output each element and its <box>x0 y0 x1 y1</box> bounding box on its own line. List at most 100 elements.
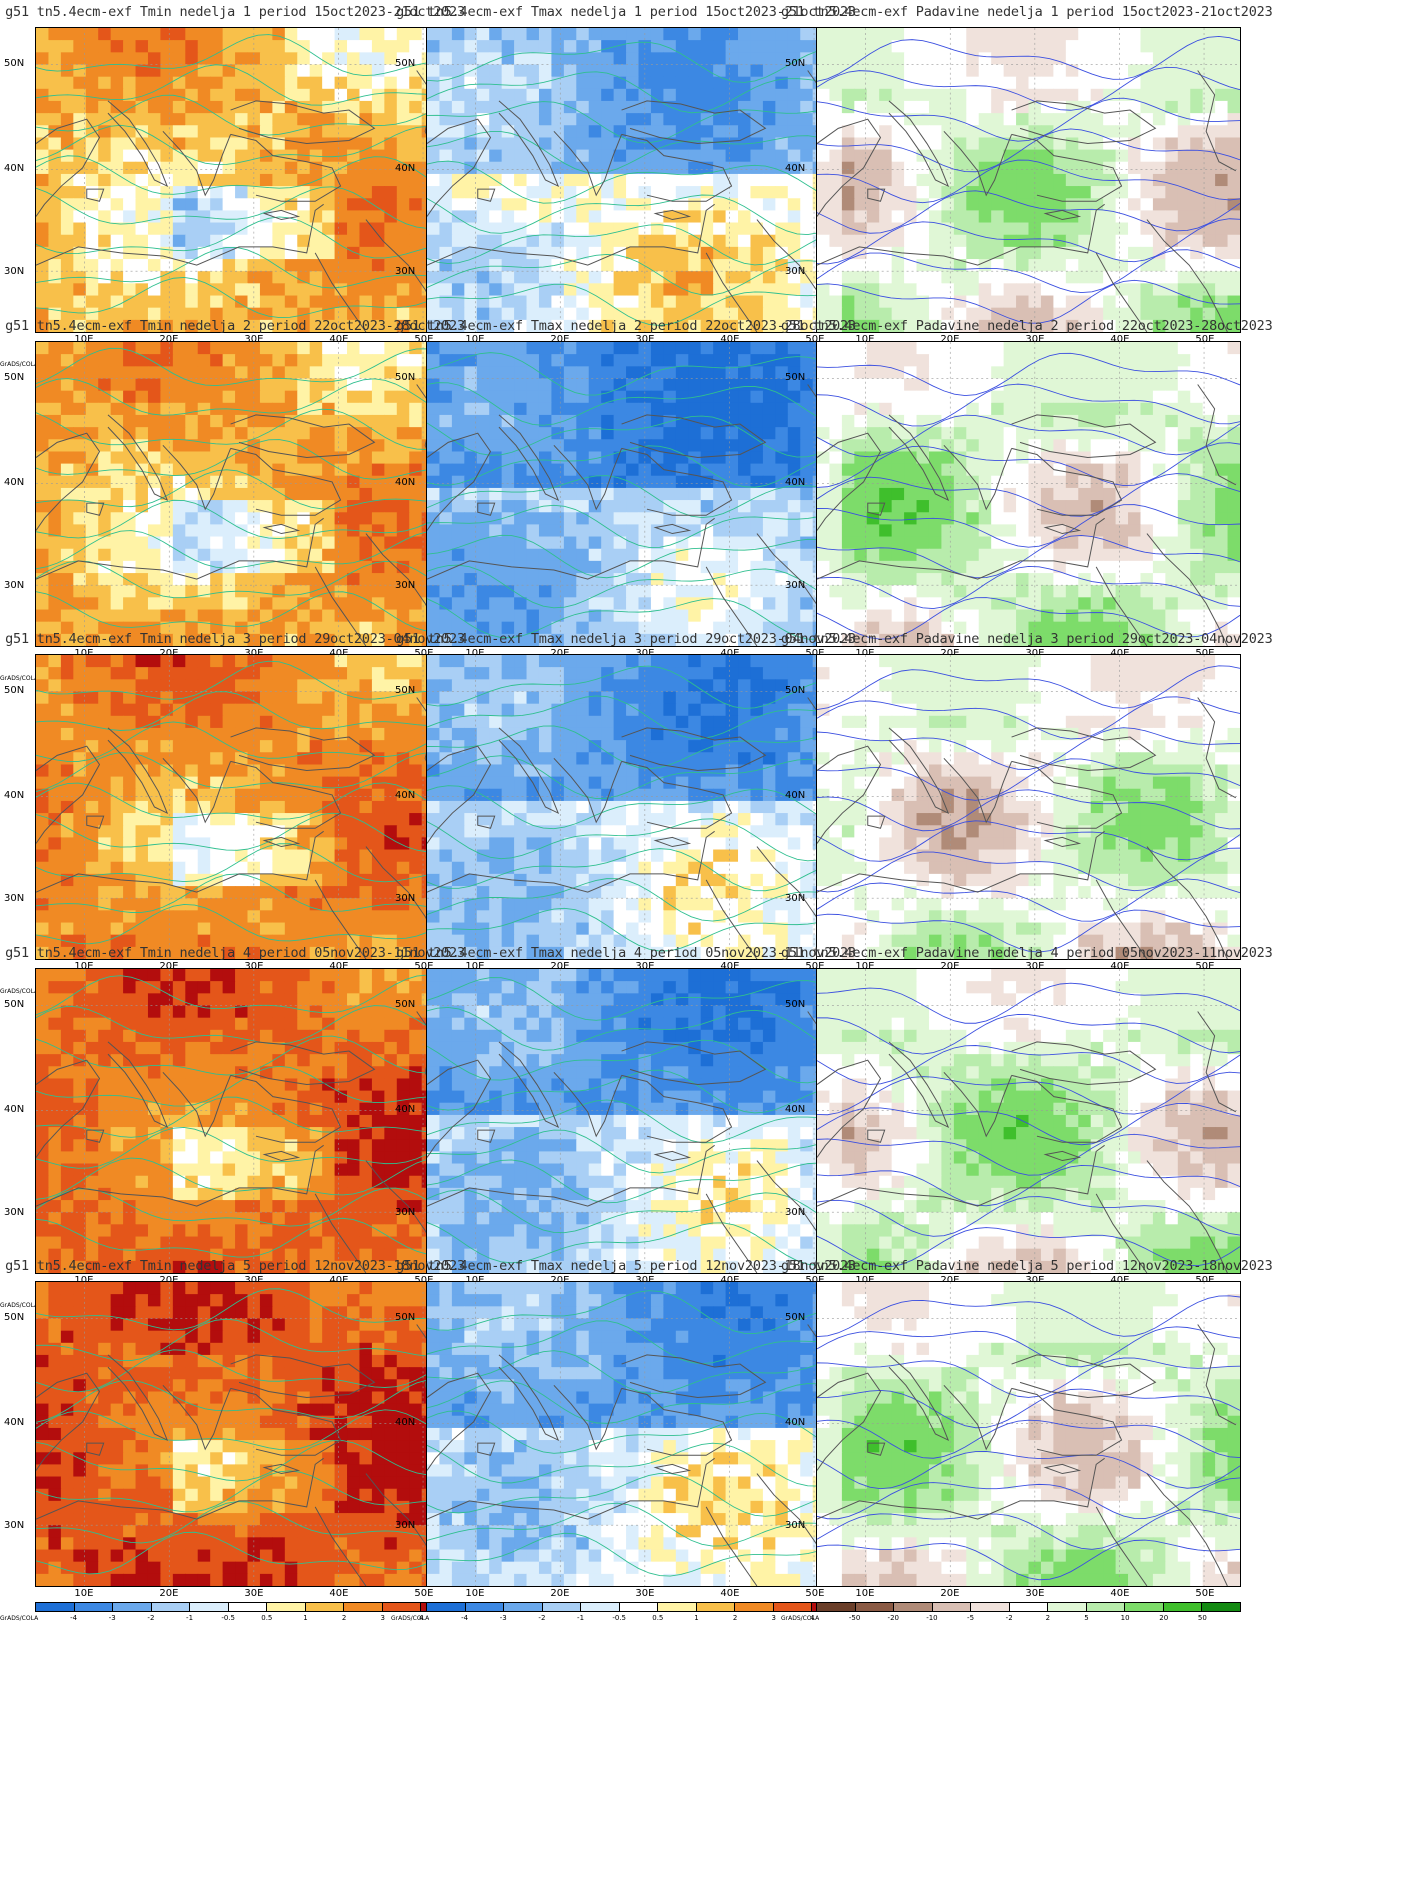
field-cell <box>464 198 478 211</box>
field-cell <box>284 186 298 199</box>
coastline <box>1011 100 1157 145</box>
field-cell <box>160 621 174 635</box>
field-cell <box>1128 234 1142 248</box>
field-cell <box>476 246 490 260</box>
field-cell <box>1227 40 1240 53</box>
field-cell <box>247 149 261 163</box>
field-cell <box>272 186 286 199</box>
field-cell <box>675 295 689 309</box>
field-cell <box>738 633 752 646</box>
field-cell <box>73 259 87 272</box>
panel-title: g51 tn5.4ecm-exf Padavine nedelja 1 peri… <box>781 4 1273 20</box>
field-cell <box>650 633 664 646</box>
field-cell <box>638 307 652 321</box>
field-cell <box>259 585 273 598</box>
field-cell <box>663 234 677 248</box>
field-cell <box>904 402 918 416</box>
field-cell <box>738 512 752 525</box>
field-cell <box>725 500 739 513</box>
field-cell <box>787 234 801 248</box>
field-cell <box>334 113 348 126</box>
field-cell <box>750 597 764 611</box>
field-cell <box>538 113 553 126</box>
field-cell <box>601 536 615 550</box>
field-cell <box>36 633 50 646</box>
field-cell <box>451 161 465 175</box>
field-cell <box>800 463 814 477</box>
field-cell <box>1140 222 1154 236</box>
field-cell <box>928 366 943 380</box>
field-cell <box>588 28 602 41</box>
field-cell <box>185 76 199 90</box>
field-cell <box>489 621 503 635</box>
field-cell <box>135 597 149 611</box>
field-cell <box>1065 414 1079 428</box>
field-cell <box>613 585 627 598</box>
field-cell <box>1202 198 1216 211</box>
coastline <box>230 100 376 145</box>
field-cell <box>384 573 398 586</box>
field-cell <box>750 210 764 224</box>
field-cell <box>110 88 124 102</box>
field-cell <box>427 609 441 623</box>
field-cell <box>800 633 814 646</box>
field-cell <box>601 88 615 102</box>
field-cell <box>1040 271 1054 284</box>
field-cell <box>501 186 515 199</box>
field-cell <box>650 161 664 175</box>
field-cell <box>98 621 112 635</box>
field-cell <box>322 76 336 90</box>
field-cell <box>110 402 124 416</box>
field-cell <box>284 366 298 380</box>
field-cell <box>800 414 814 428</box>
field-cell <box>85 439 99 452</box>
field-cell <box>322 64 336 78</box>
field-cell <box>322 52 336 66</box>
field-cell <box>197 149 211 163</box>
field-cell <box>928 402 943 416</box>
field-cell <box>854 378 868 392</box>
field-cell <box>775 52 789 66</box>
field-cell <box>439 307 453 321</box>
field-cell <box>85 198 99 211</box>
field-cell <box>185 524 199 538</box>
field-cell <box>501 113 515 126</box>
field-cell <box>172 390 186 404</box>
field-cell <box>854 28 868 41</box>
field-cell <box>1140 137 1154 151</box>
field-cell <box>85 414 99 428</box>
contour-line <box>427 131 850 174</box>
field-cell <box>700 536 714 550</box>
field-cell <box>829 210 843 224</box>
field-cell <box>916 283 930 297</box>
latitude-label: 40N <box>395 477 416 489</box>
field-cell <box>439 319 453 332</box>
field-cell <box>172 28 186 41</box>
field-cell <box>489 113 503 126</box>
field-cell <box>1065 246 1079 260</box>
field-cell <box>1177 210 1191 224</box>
field-cell <box>409 319 423 332</box>
field-cell <box>1040 283 1054 297</box>
field-cell <box>1065 439 1079 452</box>
field-cell <box>663 463 677 477</box>
field-cell <box>775 40 789 53</box>
field-cell <box>1215 173 1229 187</box>
field-cell <box>247 633 261 646</box>
field-cell <box>247 259 261 272</box>
field-cell <box>489 259 503 272</box>
field-cell <box>713 295 727 309</box>
field-cell <box>501 524 515 538</box>
field-cell <box>514 198 528 211</box>
field-cell <box>297 125 311 138</box>
field-cell <box>904 295 918 309</box>
field-cell <box>147 113 162 126</box>
field-cell <box>800 573 814 586</box>
field-cell <box>110 307 124 321</box>
field-cell <box>359 137 373 151</box>
field-cell <box>85 234 99 248</box>
field-cell <box>451 88 465 102</box>
field-cell <box>123 402 137 416</box>
field-cell <box>1103 307 1117 321</box>
contour-line <box>427 224 850 266</box>
